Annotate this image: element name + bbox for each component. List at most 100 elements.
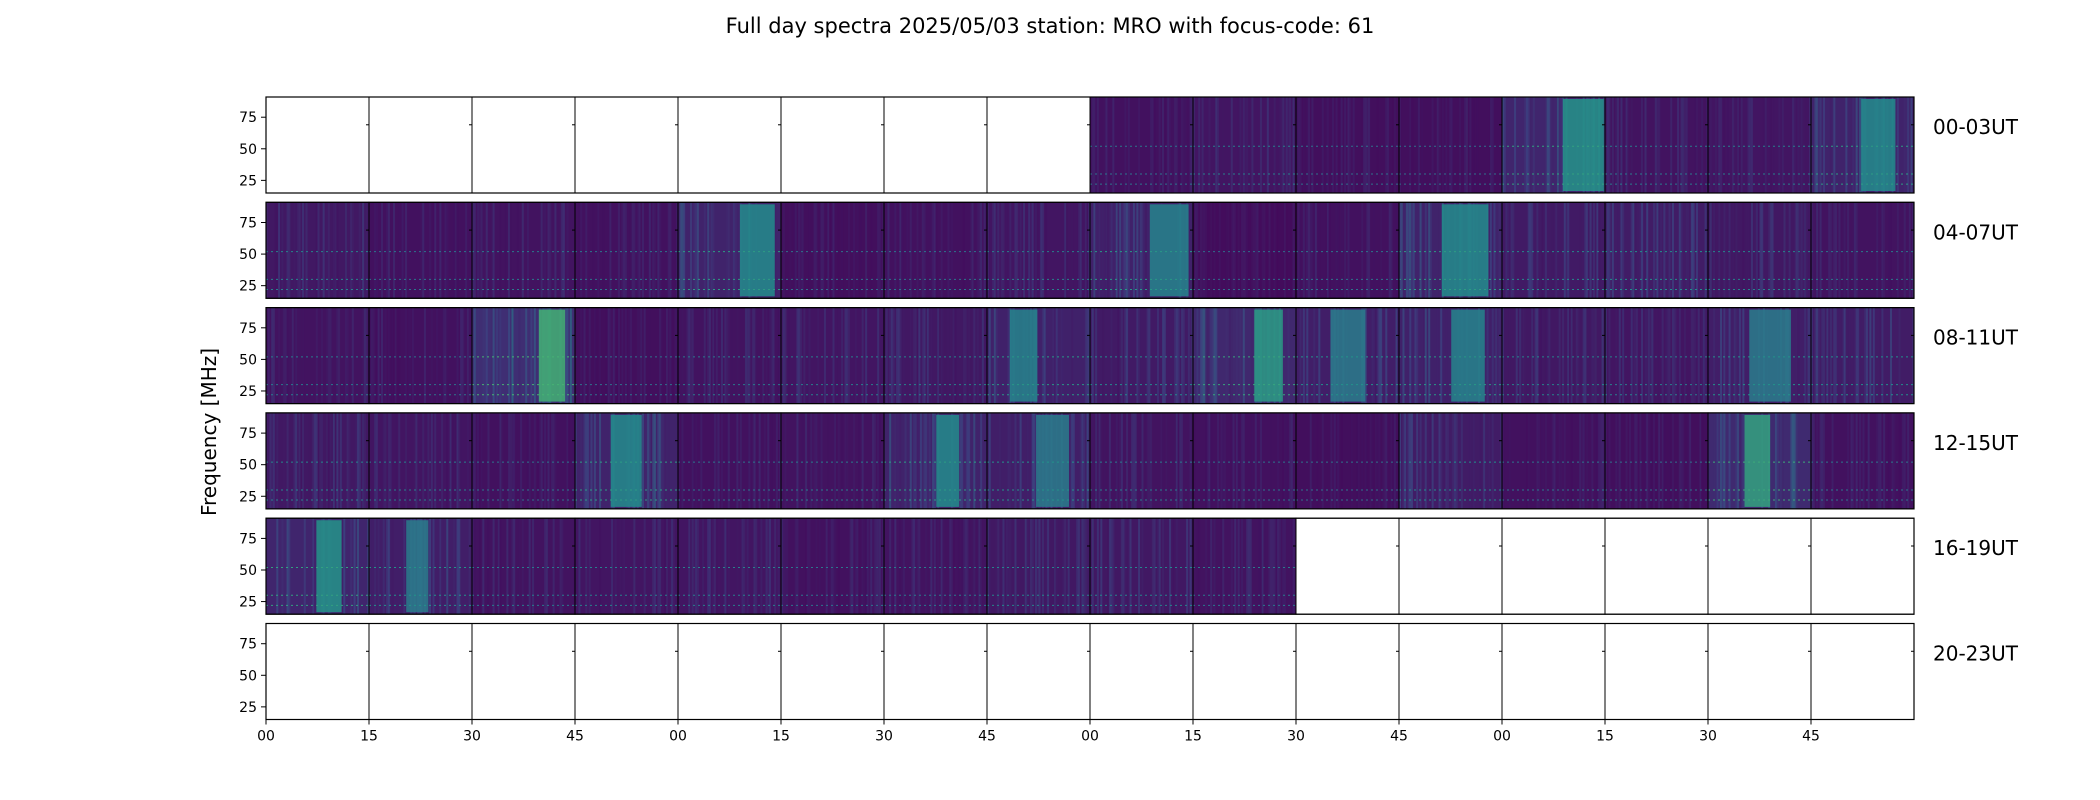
spectrum-stripe <box>641 202 644 299</box>
spectrum-stripe <box>1361 412 1364 509</box>
spectrum-stripe <box>1551 412 1554 509</box>
spectrum-stripe <box>1222 518 1225 615</box>
spectrum-stripe <box>288 518 291 615</box>
spectrum-stripe <box>1536 412 1539 509</box>
spectrum-stripe <box>854 307 857 404</box>
spectrum-stripe <box>921 307 924 404</box>
spectrum-stripe <box>1601 412 1604 509</box>
spectrum-stripe <box>1804 202 1807 299</box>
spectrum-stripe <box>1883 202 1886 299</box>
spectrum-stripe <box>1198 202 1201 299</box>
spectrum-stripe <box>532 518 535 615</box>
spectrum-stripe <box>1599 412 1602 509</box>
spectrum-stripe <box>1110 202 1113 299</box>
spectrum-stripe <box>1654 97 1657 193</box>
spectrum-stripe <box>1793 97 1796 193</box>
panel-frame <box>1398 517 1503 615</box>
spectrum-stripe <box>1797 97 1800 193</box>
spectrum-stripe <box>1321 412 1324 509</box>
spectrum-stripe <box>1735 307 1738 404</box>
spectrum-stripe <box>343 518 346 615</box>
spectrum-stripe <box>1783 202 1786 299</box>
spectrum-stripe <box>336 307 339 404</box>
row-frame <box>265 201 1915 299</box>
spectrum-panel <box>471 96 576 194</box>
spectrum-stripe <box>362 307 365 404</box>
spectrum-stripe <box>664 518 667 615</box>
spectrum-stripe <box>430 202 433 299</box>
spectrum-stripe <box>909 307 912 404</box>
spectrum-stripe <box>1579 202 1582 299</box>
spectrum-stripe <box>624 307 627 404</box>
spectrum-stripe <box>1052 307 1055 404</box>
spectrum-stripe <box>281 202 284 299</box>
axis-ticks: 75502500-03UT75502504-07UT75502508-11UT7… <box>239 110 2019 744</box>
spectrum-stripe <box>1253 307 1256 404</box>
spectrum-stripe <box>458 412 461 509</box>
spectrum-stripe <box>1395 307 1398 404</box>
spectrum-stripe <box>1076 518 1079 615</box>
spectrum-stripe <box>1399 202 1402 299</box>
spectrum-stripe <box>1649 412 1652 509</box>
spectrum-stripe <box>1671 307 1674 404</box>
spectrum-stripe <box>350 518 353 615</box>
spectrum-stripe <box>286 202 289 299</box>
spectrum-stripe <box>1416 307 1419 404</box>
spectrum-stripe <box>1035 202 1038 299</box>
spectrum-stripe <box>542 202 545 299</box>
spectrum-stripe <box>846 307 849 404</box>
spectrum-stripe <box>913 307 916 404</box>
spectrum-stripe <box>559 202 562 299</box>
spectrum-stripe <box>1749 202 1752 299</box>
spectrum-stripe <box>382 412 385 509</box>
spectrum-stripe <box>1644 412 1647 509</box>
spectrum-stripe <box>1646 307 1649 404</box>
spectrum-stripe <box>1792 412 1795 509</box>
spectrum-panel <box>986 412 1091 510</box>
spectrum-stripe <box>1889 202 1892 299</box>
spectrum-stripe <box>580 412 583 509</box>
panel-frame <box>883 96 988 194</box>
spectrum-stripe <box>693 202 696 299</box>
spectrum-stripe <box>1704 307 1707 404</box>
spectrum-stripe <box>774 518 777 615</box>
spectrum-stripe <box>1500 412 1503 509</box>
spectrum-stripe <box>302 202 305 299</box>
x-tick-label: 45 <box>1390 729 1408 745</box>
spectrum-stripe <box>590 412 593 509</box>
spectrum-stripe <box>717 412 720 509</box>
spectrum-panel <box>883 96 988 194</box>
spectrum-stripe <box>1035 518 1038 615</box>
spectrum-stripe <box>305 202 308 299</box>
spectrum-stripe <box>877 412 880 509</box>
spectrum-stripe <box>1889 307 1892 404</box>
spectrum-panel <box>1192 412 1297 510</box>
spectrum-stripe <box>1823 97 1826 193</box>
spectrum-stripe <box>1629 412 1632 509</box>
spectrum-stripe <box>458 518 461 615</box>
spectrum-stripe <box>1289 97 1292 193</box>
spectrum-stripe <box>645 412 648 509</box>
spectrum-stripe <box>712 518 715 615</box>
spectrum-stripe <box>638 307 641 404</box>
spectrum-panel <box>677 517 782 615</box>
spectrum-stripe <box>1029 518 1032 615</box>
spectrum-stripe <box>1254 202 1257 299</box>
y-tick-label: 50 <box>239 458 257 474</box>
spectrum-stripe <box>969 307 972 404</box>
spectrum-stripe <box>1162 518 1165 615</box>
spectrum-stripe <box>1527 202 1530 299</box>
burst-region <box>1861 99 1896 191</box>
spectrum-stripe <box>1278 518 1281 615</box>
spectrum-stripe <box>690 202 693 299</box>
spectrum-stripe <box>954 307 957 404</box>
spectrum-stripe <box>585 202 588 299</box>
panel-frame <box>1192 623 1297 720</box>
spectrum-stripe <box>1256 202 1259 299</box>
spectrum-stripe <box>1579 412 1582 509</box>
spectrum-stripe <box>1448 97 1451 193</box>
spectrum-stripe <box>1110 518 1113 615</box>
spectrum-stripe <box>1335 202 1338 299</box>
spectrum-stripe <box>1138 97 1141 193</box>
spectrum-stripe <box>880 202 883 299</box>
